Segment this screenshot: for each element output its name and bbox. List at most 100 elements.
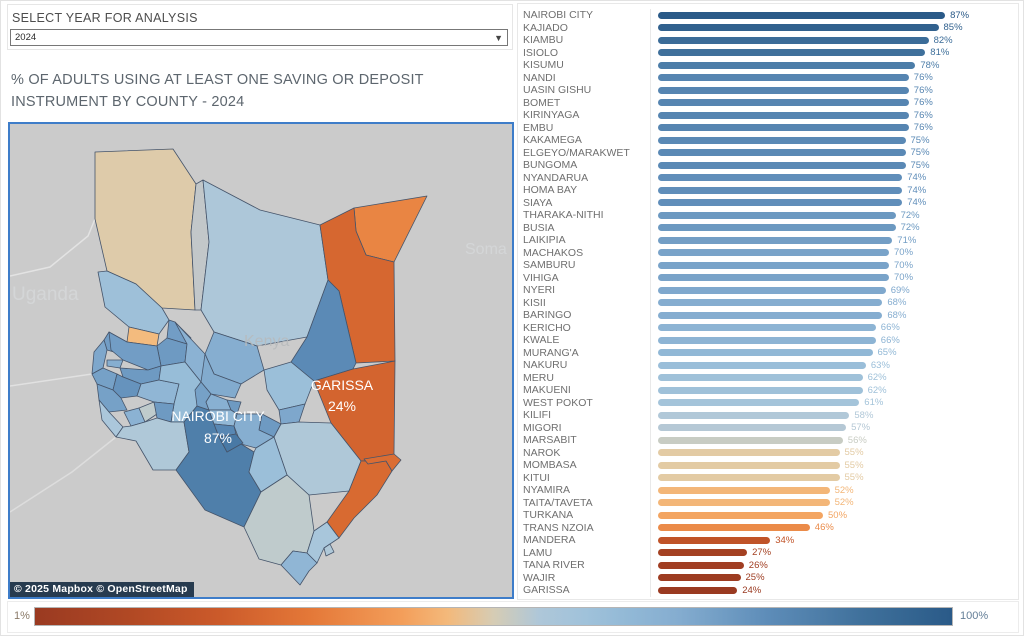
county-bar[interactable]	[658, 11, 946, 19]
county-value: 50%	[828, 509, 848, 521]
bar-track: 76%	[650, 84, 1018, 97]
county-label: SIAYA	[523, 196, 553, 209]
county-bar[interactable]	[658, 549, 748, 557]
county-label: MACHAKOS	[523, 246, 584, 259]
county-shape[interactable]	[280, 550, 318, 586]
county-bar[interactable]	[658, 36, 929, 44]
county-shape[interactable]	[218, 433, 244, 453]
county-value: 58%	[854, 409, 874, 421]
county-bar[interactable]	[658, 24, 939, 32]
bar-row: MIGORI 57%	[518, 421, 1018, 434]
bar-row: MANDERA 34%	[518, 534, 1018, 547]
county-bar[interactable]	[658, 324, 876, 332]
county-label: TURKANA	[523, 509, 574, 522]
county-shape[interactable]	[233, 413, 275, 449]
county-shape[interactable]	[323, 543, 335, 557]
color-legend: 1% 100%	[7, 601, 1019, 633]
county-bar[interactable]	[658, 386, 863, 394]
county-label: MARSABIT	[523, 434, 577, 447]
county-bar[interactable]	[658, 49, 926, 57]
country-label-uganda: Uganda	[12, 284, 79, 305]
page-title-line1: % OF ADULTS USING AT LEAST ONE SAVING OR…	[11, 72, 424, 88]
county-bar[interactable]	[658, 336, 876, 344]
county-bar[interactable]	[658, 524, 810, 532]
county-shape[interactable]	[200, 179, 329, 347]
county-bar[interactable]	[658, 511, 823, 519]
county-bar[interactable]	[658, 449, 840, 457]
county-bar[interactable]	[658, 311, 883, 319]
county-label: HOMA BAY	[523, 184, 578, 197]
county-bar[interactable]	[658, 499, 830, 507]
map-panel: Uganda Kenya Soma GARISSA 24% NAIROBI CI…	[8, 122, 514, 599]
county-bar[interactable]	[658, 586, 738, 594]
bar-rows: NAIROBI CITY 87% KAJIADO 85% KIAMBU 82% ISIOLO…	[518, 9, 1018, 597]
county-value: 74%	[907, 172, 927, 184]
county-bar[interactable]	[658, 111, 909, 119]
bar-row: VIHIGA 70%	[518, 271, 1018, 284]
county-shape[interactable]	[363, 453, 402, 472]
bar-row: LAIKIPIA 71%	[518, 234, 1018, 247]
county-bar[interactable]	[658, 299, 883, 307]
bar-track: 52%	[650, 496, 1018, 509]
county-shape[interactable]	[91, 339, 108, 375]
bar-row: BARINGO 68%	[518, 309, 1018, 322]
county-bar[interactable]	[658, 536, 771, 544]
county-bar[interactable]	[658, 124, 909, 132]
county-bar[interactable]	[658, 224, 896, 232]
county-bar[interactable]	[658, 374, 863, 382]
county-value: 85%	[943, 22, 963, 34]
county-value: 76%	[913, 109, 933, 121]
county-bar[interactable]	[658, 474, 840, 482]
county-label: MURANG'A	[523, 346, 579, 359]
county-bar[interactable]	[658, 361, 866, 369]
county-bar[interactable]	[658, 211, 896, 219]
county-bar[interactable]	[658, 486, 830, 494]
kenya-choropleth-map[interactable]: Uganda Kenya Soma GARISSA 24% NAIROBI CI…	[10, 124, 512, 597]
county-label: WAJIR	[523, 571, 556, 584]
county-bar[interactable]	[658, 424, 847, 432]
bar-track: 75%	[650, 134, 1018, 147]
bar-row: KERICHO 66%	[518, 321, 1018, 334]
county-bar[interactable]	[658, 286, 886, 294]
county-bar[interactable]	[658, 561, 744, 569]
county-value: 72%	[900, 209, 920, 221]
county-bar[interactable]	[658, 174, 903, 182]
bar-row: NAIROBI CITY 87%	[518, 9, 1018, 22]
county-bar[interactable]	[658, 61, 916, 69]
bar-track: 71%	[650, 234, 1018, 247]
bar-track: 72%	[650, 209, 1018, 222]
county-bar[interactable]	[658, 161, 906, 169]
county-bar[interactable]	[658, 186, 903, 194]
county-bar[interactable]	[658, 149, 906, 157]
county-shape[interactable]	[94, 148, 197, 311]
year-select[interactable]: 2024 ▼	[10, 29, 508, 46]
county-bar[interactable]	[658, 249, 889, 257]
county-label: SAMBURU	[523, 259, 576, 272]
county-bar[interactable]	[658, 199, 903, 207]
county-bar[interactable]	[658, 99, 909, 107]
county-value: 76%	[913, 72, 933, 84]
county-bar[interactable]	[658, 86, 909, 94]
county-bar[interactable]	[658, 574, 741, 582]
county-shape[interactable]	[115, 417, 190, 471]
county-bar[interactable]	[658, 74, 909, 82]
county-bar[interactable]	[658, 461, 840, 469]
county-bar[interactable]	[658, 436, 843, 444]
county-label: KWALE	[523, 334, 560, 347]
map-attribution[interactable]: © 2025 Mapbox © OpenStreetMap	[10, 582, 194, 597]
county-bar[interactable]	[658, 261, 889, 269]
county-bar[interactable]	[658, 349, 873, 357]
county-bar[interactable]	[658, 274, 889, 282]
bar-track: 78%	[650, 59, 1018, 72]
county-bar[interactable]	[658, 411, 850, 419]
year-filter-label: SELECT YEAR FOR ANALYSIS	[12, 11, 198, 25]
county-bar[interactable]	[658, 399, 860, 407]
county-bar[interactable]	[658, 236, 893, 244]
county-value: 76%	[913, 122, 933, 134]
bar-track: 25%	[650, 571, 1018, 584]
county-value: 46%	[814, 522, 834, 534]
county-value: 55%	[844, 459, 864, 471]
county-bar[interactable]	[658, 136, 906, 144]
legend-gradient-bar[interactable]	[34, 607, 953, 626]
bar-row: KIRINYAGA 76%	[518, 109, 1018, 122]
